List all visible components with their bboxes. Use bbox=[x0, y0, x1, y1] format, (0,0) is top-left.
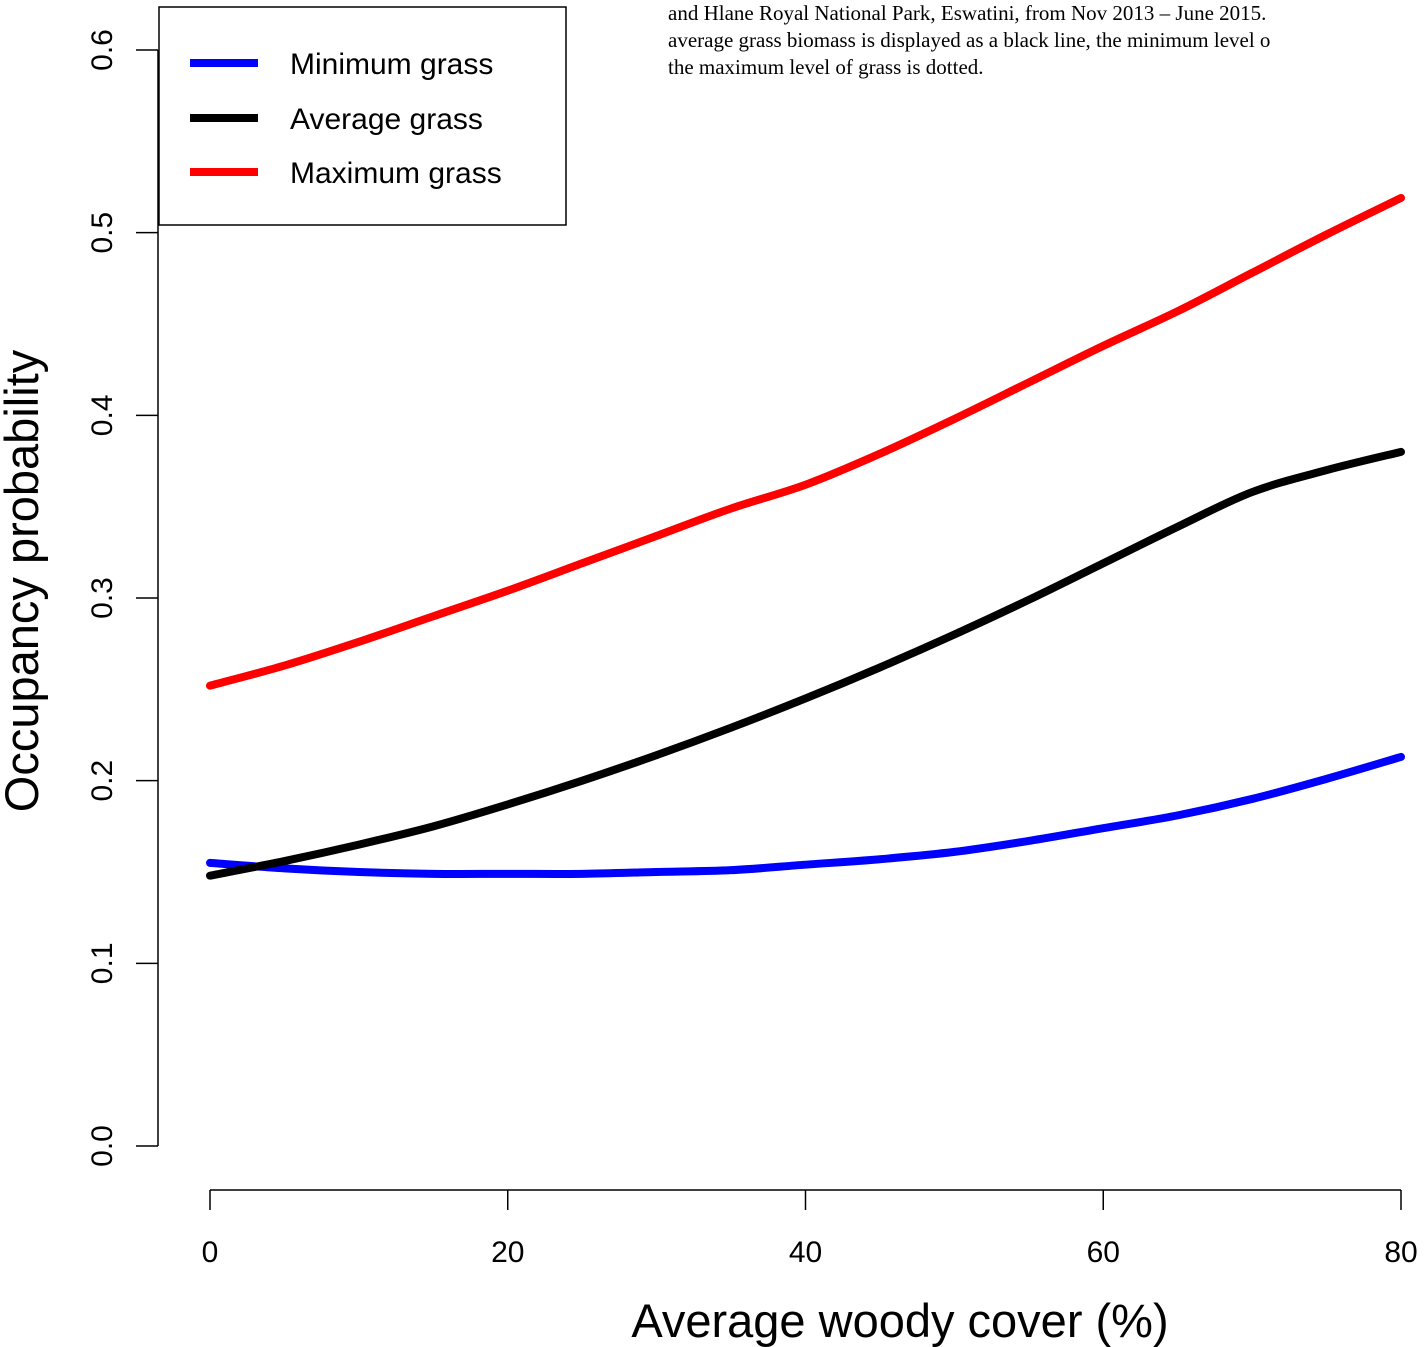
caption-line-3: the maximum level of grass is dotted. bbox=[668, 55, 984, 79]
caption-line-1: and Hlane Royal National Park, Eswatini,… bbox=[668, 1, 1267, 25]
y-tick-label: 0.2 bbox=[86, 760, 119, 802]
x-tick-label: 20 bbox=[491, 1236, 524, 1269]
x-tick-label: 80 bbox=[1384, 1236, 1417, 1269]
figure-caption: and Hlane Royal National Park, Eswatini,… bbox=[668, 0, 1424, 81]
x-tick-label: 40 bbox=[789, 1236, 822, 1269]
legend-label-average-grass: Average grass bbox=[290, 103, 483, 136]
series-line-average-grass bbox=[206, 447, 1405, 880]
x-tick-label: 0 bbox=[202, 1236, 219, 1269]
legend-items: Minimum grass Average grass Maximum grass bbox=[190, 48, 502, 190]
y-tick-label: 0.0 bbox=[86, 1125, 119, 1167]
caption-line-2: average grass biomass is displayed as a … bbox=[668, 28, 1271, 52]
x-axis-label: Average woody cover (%) bbox=[631, 1294, 1168, 1347]
series-layer bbox=[206, 193, 1405, 880]
legend: Minimum grass Average grass Maximum grass bbox=[158, 6, 567, 226]
y-axis-label: Occupancy probability bbox=[0, 349, 48, 812]
y-tick-label: 0.1 bbox=[86, 942, 119, 984]
x-tick-label: 60 bbox=[1087, 1236, 1120, 1269]
legend-label-maximum-grass: Maximum grass bbox=[290, 157, 502, 190]
legend-label-minimum-grass: Minimum grass bbox=[290, 48, 493, 81]
y-tick-label: 0.6 bbox=[86, 29, 119, 71]
x-axis: 0 20 40 60 80 Average woody cover (%) bbox=[202, 1189, 1418, 1347]
y-tick-label: 0.4 bbox=[86, 394, 119, 436]
y-tick-label: 0.3 bbox=[86, 577, 119, 619]
series-line-minimum-grass bbox=[206, 752, 1405, 878]
y-axis-ticks: 0.0 0.1 0.2 0.3 0.4 0.5 0.6 bbox=[86, 29, 158, 1167]
series-line-maximum-grass bbox=[206, 193, 1405, 690]
y-axis: 0.0 0.1 0.2 0.3 0.4 0.5 0.6 Occupancy probabil… bbox=[0, 29, 159, 1167]
y-tick-label: 0.5 bbox=[86, 212, 119, 254]
x-axis-ticks: 0 20 40 60 80 bbox=[202, 1190, 1418, 1269]
